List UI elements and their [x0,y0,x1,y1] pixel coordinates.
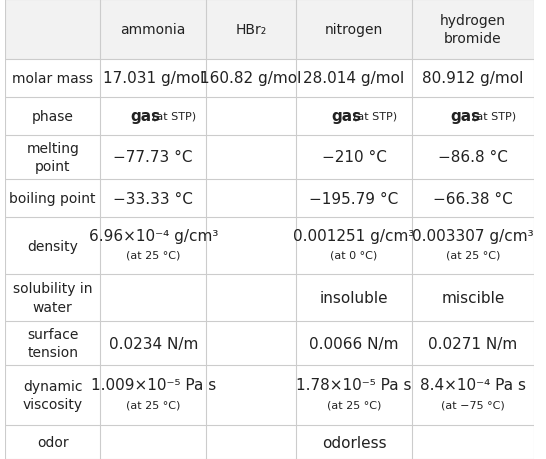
Text: gas: gas [130,109,161,124]
Text: gas: gas [450,109,480,124]
Text: (at 25 °C): (at 25 °C) [126,250,180,260]
Text: (at 25 °C): (at 25 °C) [327,400,381,410]
Text: 80.912 g/mol: 80.912 g/mol [423,71,524,86]
Text: 17.031 g/mol: 17.031 g/mol [103,71,204,86]
Text: 1.78×10⁻⁵ Pa s: 1.78×10⁻⁵ Pa s [296,377,412,392]
Text: (at STP): (at STP) [472,112,517,122]
Text: odor: odor [37,435,69,449]
Text: surface
tension: surface tension [27,327,79,360]
Bar [5,0,534,60]
Text: HBr₂: HBr₂ [235,23,266,37]
Text: 0.0234 N/m: 0.0234 N/m [109,336,198,351]
Text: −66.38 °C: −66.38 °C [433,191,513,206]
Text: (at STP): (at STP) [353,112,397,122]
Text: insoluble: insoluble [320,291,388,306]
Text: (at STP): (at STP) [152,112,197,122]
Text: −33.33 °C: −33.33 °C [113,191,193,206]
Text: (at 0 °C): (at 0 °C) [330,250,378,260]
Text: boiling point: boiling point [9,191,96,206]
Text: ammonia: ammonia [121,23,186,37]
Text: 0.003307 g/cm³: 0.003307 g/cm³ [412,228,534,243]
Text: (at 25 °C): (at 25 °C) [126,400,180,410]
Text: 0.001251 g/cm³: 0.001251 g/cm³ [293,228,415,243]
Text: odorless: odorless [322,435,387,450]
Text: phase: phase [32,110,74,123]
Text: −195.79 °C: −195.79 °C [310,191,399,206]
Text: 1.009×10⁻⁵ Pa s: 1.009×10⁻⁵ Pa s [91,377,216,392]
Text: melting
point: melting point [26,141,79,174]
Text: gas: gas [331,109,361,124]
Text: −86.8 °C: −86.8 °C [438,150,508,165]
Text: (at 25 °C): (at 25 °C) [446,250,500,260]
Text: hydrogen
bromide: hydrogen bromide [440,14,506,46]
Text: solubility in
water: solubility in water [13,282,92,314]
Text: (at −75 °C): (at −75 °C) [441,400,505,410]
Text: dynamic
viscosity: dynamic viscosity [23,379,83,412]
Text: miscible: miscible [441,291,505,306]
Text: 0.0271 N/m: 0.0271 N/m [429,336,518,351]
Text: 6.96×10⁻⁴ g/cm³: 6.96×10⁻⁴ g/cm³ [88,228,218,243]
Text: −77.73 °C: −77.73 °C [114,150,193,165]
Text: 28.014 g/mol: 28.014 g/mol [304,71,405,86]
Text: molar mass: molar mass [12,72,93,86]
Text: −210 °C: −210 °C [322,150,387,165]
Text: 160.82 g/mol: 160.82 g/mol [200,71,302,86]
Text: nitrogen: nitrogen [325,23,383,37]
Text: 0.0066 N/m: 0.0066 N/m [310,336,399,351]
Text: 8.4×10⁻⁴ Pa s: 8.4×10⁻⁴ Pa s [420,377,526,392]
Text: density: density [27,239,78,253]
